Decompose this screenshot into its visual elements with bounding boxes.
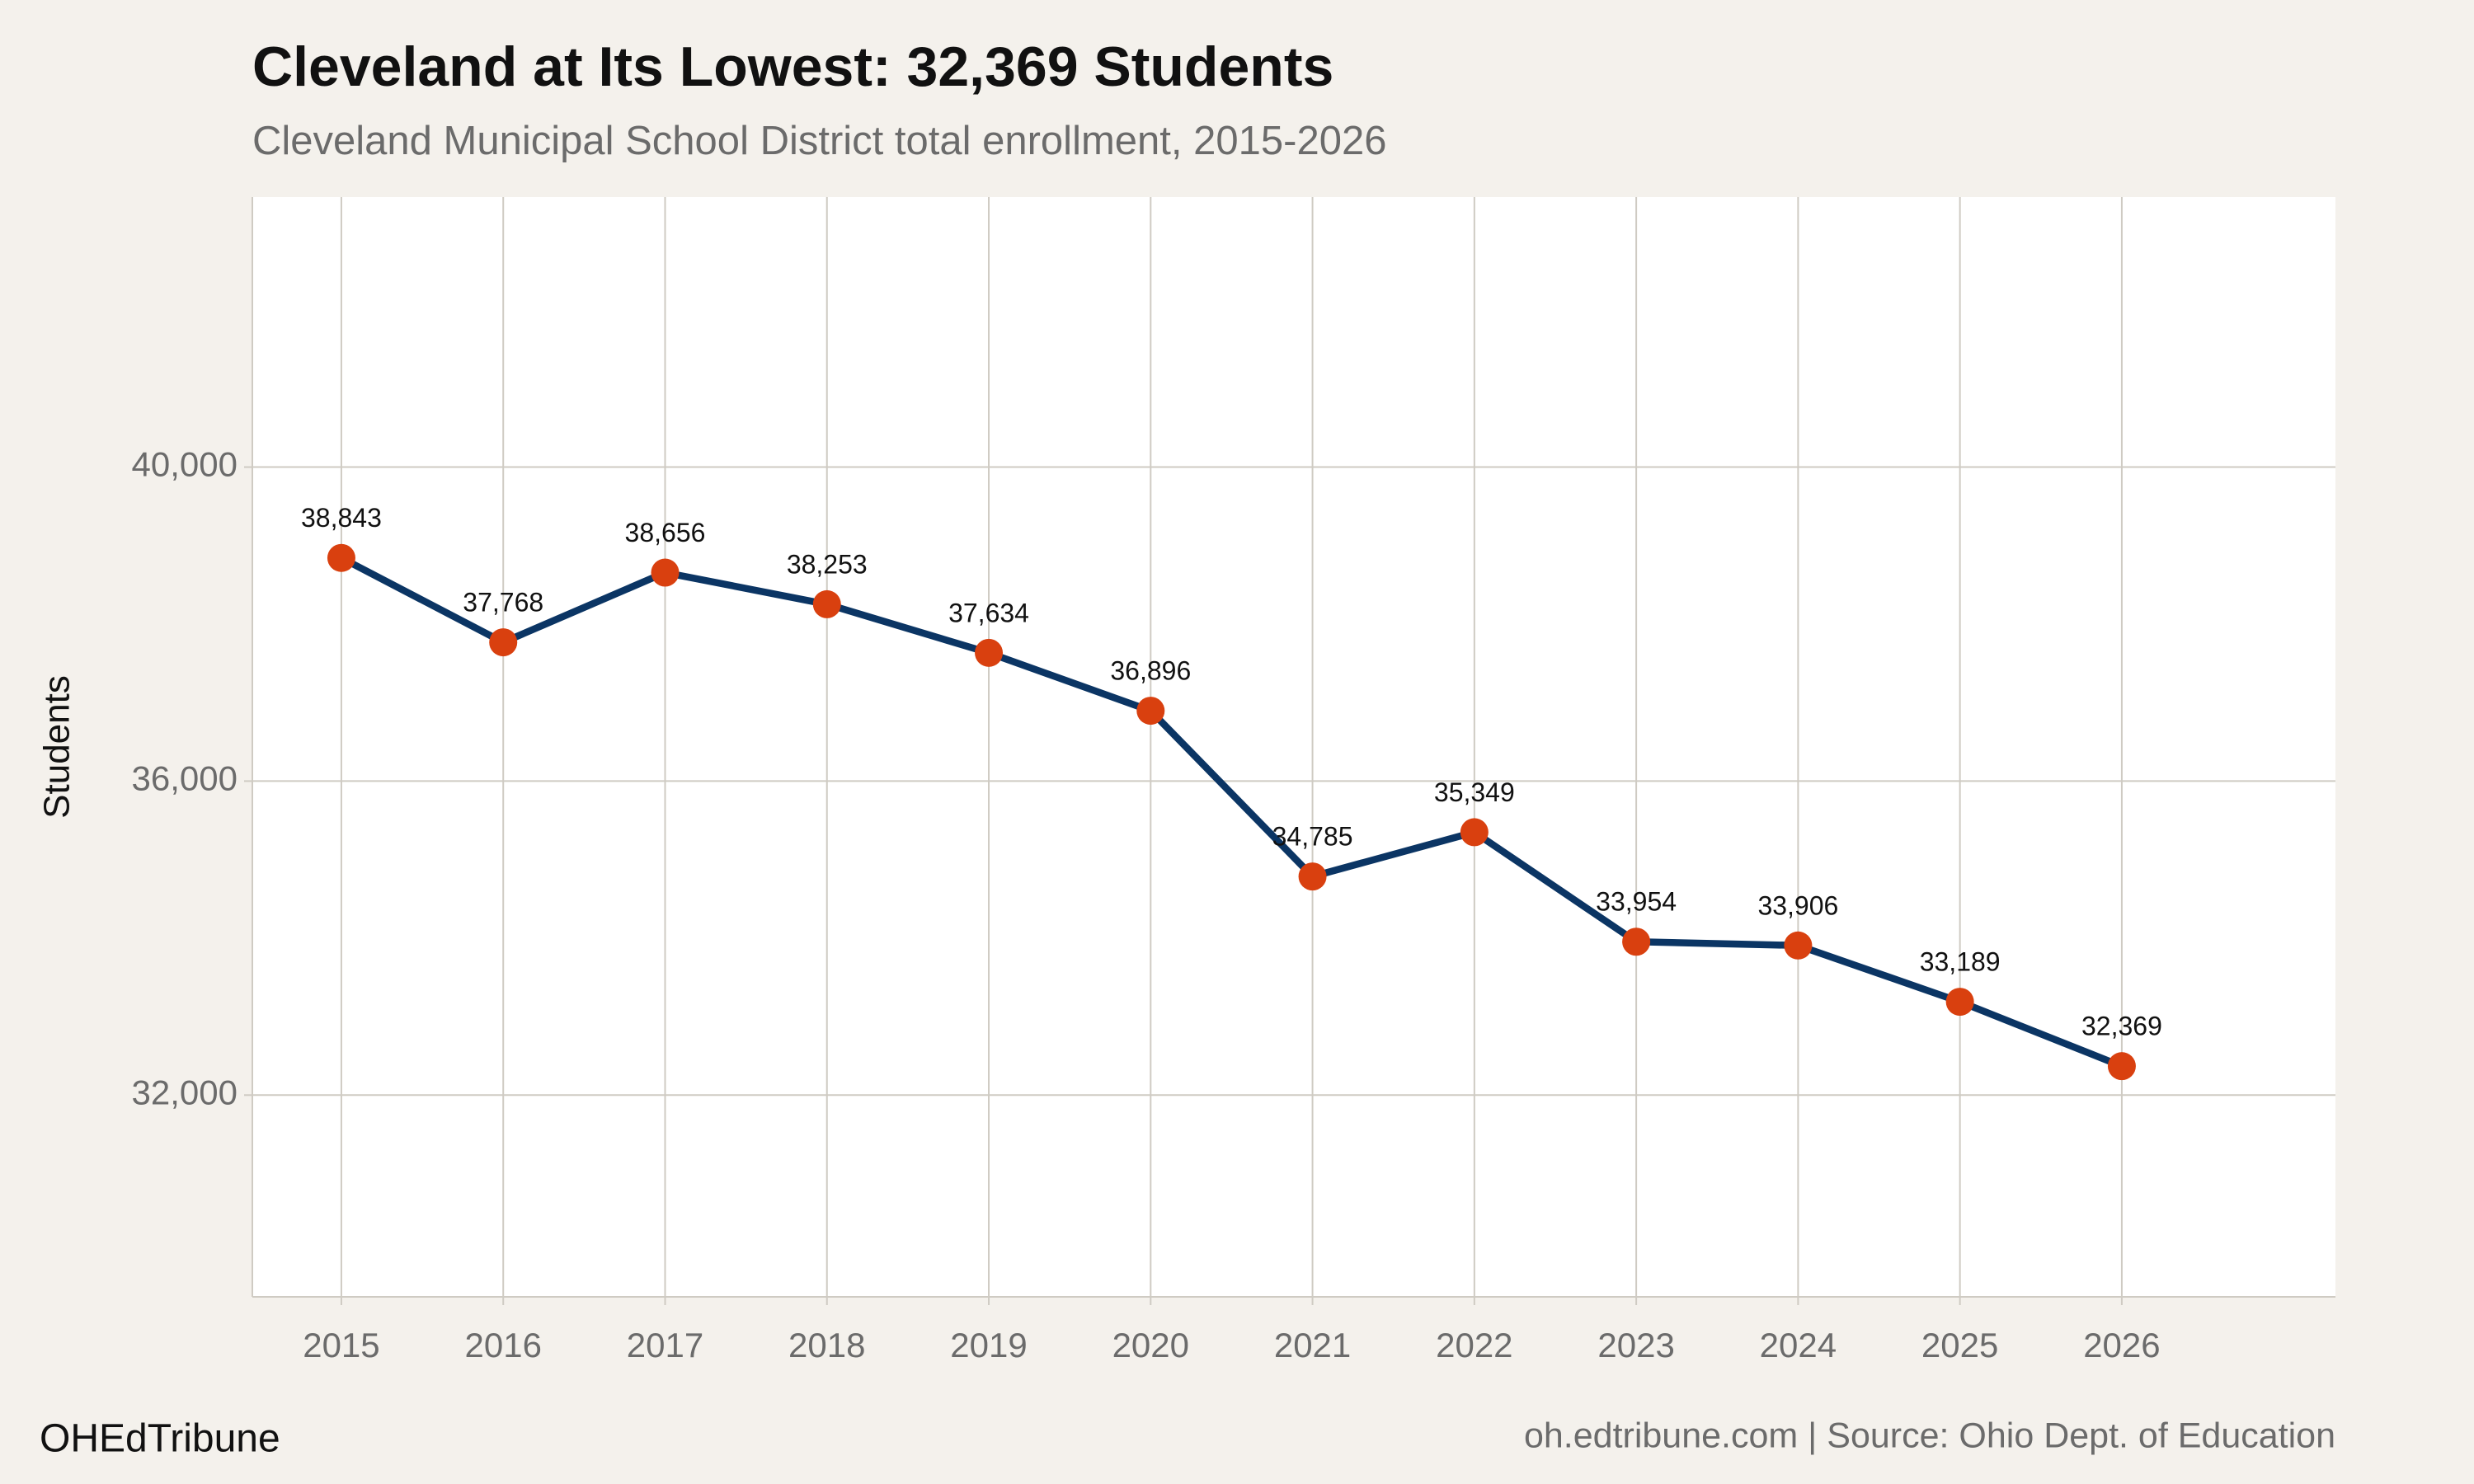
value-label: 32,369 (2081, 1012, 2162, 1041)
x-tick-label: 2019 (950, 1326, 1027, 1364)
chart-title: Cleveland at Its Lowest: 32,369 Students (252, 35, 1333, 98)
marker (651, 558, 680, 587)
value-label: 33,954 (1596, 887, 1677, 917)
value-label: 33,189 (1920, 947, 2001, 977)
y-tick-label: 36,000 (132, 759, 238, 798)
marker (1298, 862, 1327, 891)
marker (1460, 818, 1489, 847)
marker (327, 543, 355, 572)
marker (1945, 988, 1974, 1017)
x-tick-label: 2026 (2083, 1326, 2160, 1364)
value-label: 38,843 (301, 503, 382, 533)
marker (975, 638, 1004, 667)
marker (812, 589, 841, 618)
x-tick-label: 2023 (1597, 1326, 1674, 1364)
x-tick-label: 2016 (465, 1326, 542, 1364)
x-tick-label: 2018 (788, 1326, 865, 1364)
y-tick-label: 32,000 (132, 1073, 238, 1111)
marker (1784, 931, 1813, 960)
chart-subtitle: Cleveland Municipal School District tota… (252, 119, 1386, 163)
value-label: 36,896 (1110, 656, 1191, 686)
y-tick-label: 40,000 (132, 445, 238, 484)
value-label: 35,349 (1434, 777, 1515, 807)
x-tick-label: 2015 (303, 1326, 379, 1364)
marker (2107, 1052, 2136, 1081)
marker (489, 628, 518, 657)
value-label: 33,906 (1757, 890, 1838, 920)
y-axis-label: Students (37, 675, 78, 819)
x-tick-label: 2020 (1112, 1326, 1189, 1364)
footer-source: oh.edtribune.com | Source: Ohio Dept. of… (1524, 1416, 2335, 1455)
plot-area (252, 197, 2335, 1297)
footer-brand: OHEdTribune (40, 1417, 280, 1461)
value-label: 38,656 (625, 518, 706, 547)
x-tick-label: 2024 (1760, 1326, 1837, 1364)
value-label: 38,253 (787, 549, 868, 579)
marker (1136, 697, 1165, 726)
x-tick-label: 2021 (1274, 1326, 1351, 1364)
x-tick-label: 2025 (1921, 1326, 1998, 1364)
value-label: 34,785 (1272, 822, 1353, 852)
line (339, 554, 2124, 1070)
x-tick-label: 2022 (1436, 1326, 1512, 1364)
value-label: 37,768 (463, 588, 543, 618)
marker (1622, 928, 1651, 956)
x-tick-label: 2017 (627, 1326, 703, 1364)
value-label: 37,634 (948, 598, 1029, 627)
